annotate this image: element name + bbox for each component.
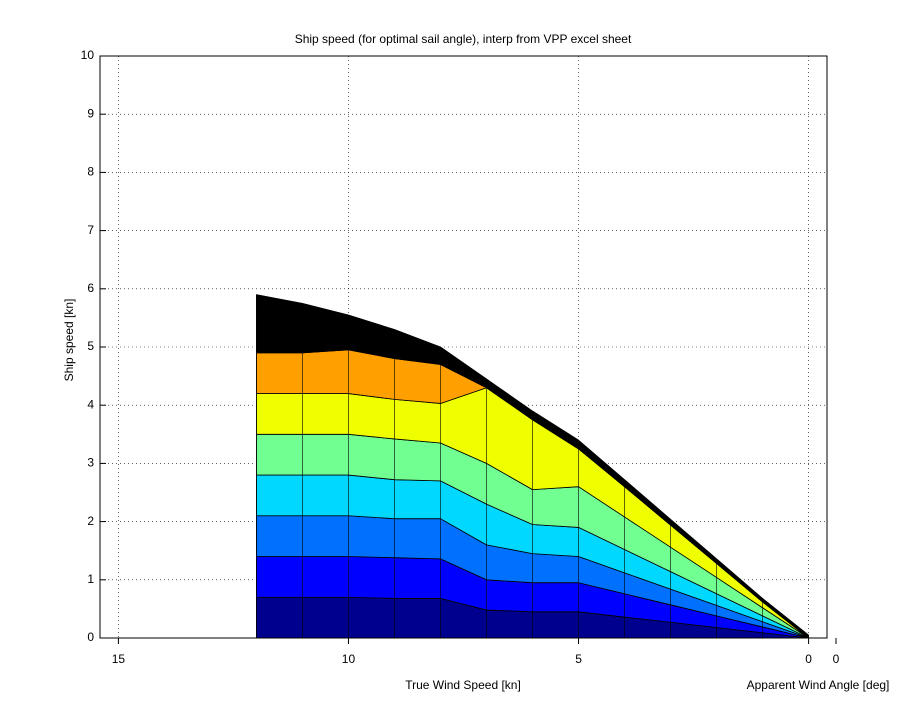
y-tick-label: 0 bbox=[87, 630, 94, 644]
y-tick-label: 6 bbox=[87, 281, 94, 295]
y-tick-label: 2 bbox=[87, 514, 94, 528]
x-tick-label: 0 bbox=[805, 652, 812, 666]
y-tick-label: 10 bbox=[81, 48, 95, 62]
x2-axis-label: Apparent Wind Angle [deg] bbox=[747, 678, 890, 692]
y-tick-label: 4 bbox=[87, 397, 94, 411]
y-tick-label: 9 bbox=[87, 106, 94, 120]
marks bbox=[256, 294, 809, 639]
y-tick-label: 7 bbox=[87, 223, 94, 237]
axes: 0 1 2 3 4 5 6 7 8 9 10 15 10 5 0 0 bbox=[81, 48, 840, 666]
y-tick-label: 3 bbox=[87, 456, 94, 470]
y-axis-label: Ship speed [kn] bbox=[62, 299, 76, 382]
y-tick-label: 5 bbox=[87, 339, 94, 353]
y-tick-label: 8 bbox=[87, 165, 94, 179]
axes-box bbox=[99, 55, 828, 639]
x-tick-label: 5 bbox=[575, 652, 582, 666]
x2-tick-label: 0 bbox=[833, 652, 840, 666]
x-tick-label: 10 bbox=[342, 652, 356, 666]
y-tick-label: 1 bbox=[87, 572, 94, 586]
x-tick-label: 15 bbox=[112, 652, 126, 666]
x-axis-label: True Wind Speed [kn] bbox=[405, 678, 521, 692]
chart-title: Ship speed (for optimal sail angle), int… bbox=[295, 32, 632, 46]
